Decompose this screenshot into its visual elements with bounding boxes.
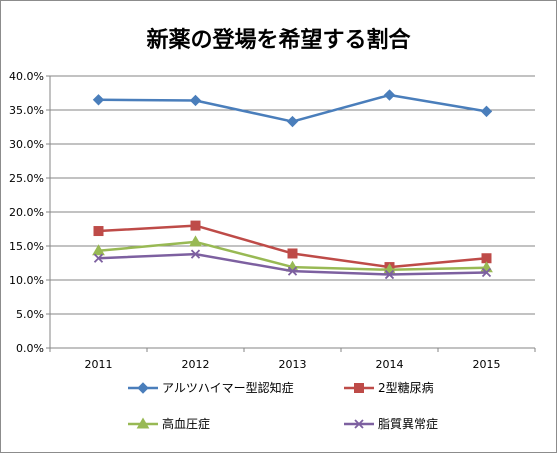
data-point — [481, 267, 492, 278]
y-tick-label: 0.0% — [16, 342, 44, 355]
legend-marker — [136, 417, 150, 429]
legend-entry: 高血圧症 — [128, 416, 210, 431]
x-tick-label: 2014 — [376, 358, 404, 371]
data-point — [92, 244, 105, 256]
x-tick-label: 2011 — [85, 358, 113, 371]
series-1 — [92, 89, 493, 128]
series-group — [92, 89, 493, 280]
data-point — [190, 220, 201, 231]
data-point — [189, 235, 202, 247]
data-point — [93, 253, 104, 263]
legend-label: 2型糖尿病 — [378, 380, 434, 395]
legend-entry: 2型糖尿病 — [344, 380, 434, 395]
legend-entry: アルツハイマー型認知症 — [128, 380, 294, 395]
data-point — [286, 115, 299, 128]
legend-marker — [354, 383, 364, 393]
y-tick-label: 5.0% — [16, 308, 44, 321]
y-tick-label: 25.0% — [9, 172, 44, 185]
data-point — [384, 269, 395, 280]
gridlines — [50, 75, 535, 315]
data-point — [189, 94, 202, 107]
data-point — [287, 266, 298, 276]
x-tick-label: 2013 — [279, 358, 307, 371]
legend-label: 高血圧症 — [162, 416, 210, 431]
y-tick-label: 15.0% — [9, 240, 44, 253]
data-point — [190, 249, 201, 259]
data-point — [480, 105, 493, 118]
y-tick-label: 40.0% — [9, 70, 44, 83]
legend-entry: 脂質異常症 — [344, 416, 438, 431]
x-tick-label: 2012 — [182, 358, 210, 371]
x-axis: 2011 2012 2013 2014 2015 — [49, 347, 536, 371]
data-point — [287, 248, 298, 259]
chart-title: 新薬の登場を希望する割合 — [146, 28, 411, 53]
y-tick-label: 10.0% — [9, 274, 44, 287]
y-tick-label: 35.0% — [9, 104, 44, 117]
x-tick-label: 2015 — [473, 358, 501, 371]
legend-marker — [137, 382, 149, 394]
data-point — [383, 89, 396, 101]
legend-label: アルツハイマー型認知症 — [162, 380, 294, 395]
series-4 — [93, 249, 492, 280]
legend-marker — [354, 419, 364, 429]
legend-label: 脂質異常症 — [378, 416, 438, 431]
y-tick-label: 30.0% — [9, 138, 44, 151]
data-point — [93, 226, 104, 237]
data-point — [92, 94, 105, 106]
y-tick-label: 20.0% — [9, 206, 44, 219]
y-axis: 0.0% 5.0% 10.0% 15.0% 20.0% 25.0% 30.0% 35.0% 40… — [9, 70, 51, 355]
